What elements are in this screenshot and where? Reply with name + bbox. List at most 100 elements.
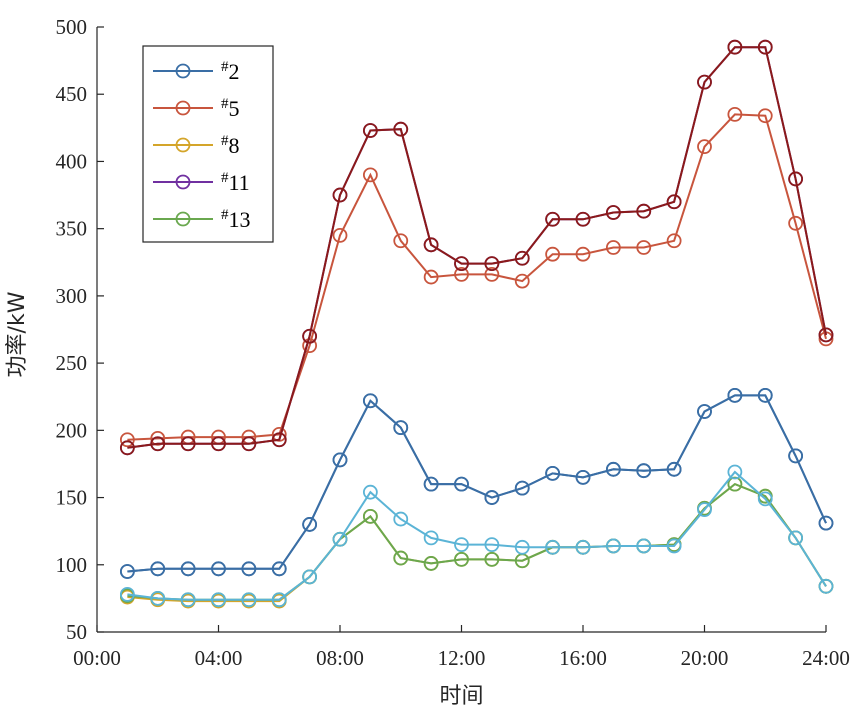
data-point <box>454 256 469 272</box>
legend-label-hash: # <box>221 96 229 112</box>
x-tick-label: 00:00 <box>73 646 121 670</box>
legend-item: #8 <box>153 133 240 158</box>
data-point <box>666 461 682 477</box>
data-point <box>636 463 652 479</box>
data-point <box>757 108 773 124</box>
data-point <box>727 39 743 55</box>
data-point <box>605 240 621 255</box>
data-point <box>666 538 682 554</box>
legend-marker <box>175 211 191 227</box>
data-point <box>484 490 500 505</box>
data-point <box>605 205 621 220</box>
data-point <box>757 491 773 507</box>
data-point <box>788 215 804 231</box>
data-point <box>484 256 500 272</box>
data-point <box>241 561 257 577</box>
legend-label: #11 <box>221 170 250 195</box>
legend-label-hash: # <box>221 207 229 223</box>
data-point <box>727 464 743 480</box>
series-4 <box>119 476 834 608</box>
data-point <box>393 121 409 137</box>
overlay-series-0 <box>119 39 834 456</box>
data-point <box>697 139 712 155</box>
data-point <box>423 476 439 492</box>
legend-label: #5 <box>221 96 240 121</box>
data-point <box>514 539 530 555</box>
data-point <box>454 552 469 567</box>
data-point <box>241 436 257 452</box>
data-point <box>119 440 135 456</box>
data-point <box>757 39 773 55</box>
data-point <box>393 550 409 566</box>
data-point <box>211 592 226 608</box>
x-tick-label: 12:00 <box>438 646 486 670</box>
data-point <box>788 171 804 187</box>
data-point <box>271 592 287 608</box>
data-point <box>727 106 743 122</box>
data-point <box>302 569 318 585</box>
x-tick-label: 20:00 <box>681 646 729 670</box>
data-point <box>302 517 318 532</box>
series-line <box>127 482 827 601</box>
y-tick-label: 400 <box>56 149 88 173</box>
legend-marker <box>175 63 191 79</box>
y-tick-label: 350 <box>56 217 88 241</box>
legend-label-text: 2 <box>229 59 240 84</box>
data-point <box>636 538 652 554</box>
series-2 <box>119 476 834 609</box>
y-tick-label: 500 <box>56 15 88 39</box>
legend-marker <box>175 174 191 190</box>
data-point <box>636 240 652 255</box>
data-point <box>605 538 621 554</box>
data-point <box>575 469 591 485</box>
y-tick-label: 250 <box>56 351 88 375</box>
legend: #2#5#8#11#13 <box>142 45 274 243</box>
data-point <box>302 328 318 344</box>
data-point <box>666 233 682 249</box>
data-point <box>454 537 469 553</box>
data-point <box>362 484 378 500</box>
legend-label-text: 11 <box>229 170 250 195</box>
data-point <box>180 561 196 577</box>
data-point <box>788 530 804 546</box>
series-line <box>127 482 827 603</box>
data-point <box>180 592 196 608</box>
data-point <box>362 123 378 138</box>
data-point <box>393 420 409 436</box>
legend-label: #2 <box>221 59 240 84</box>
data-point <box>332 187 348 203</box>
data-point <box>119 564 135 579</box>
legend-label-text: 8 <box>229 133 240 158</box>
legend-item: #2 <box>153 59 240 84</box>
data-point <box>119 586 135 602</box>
legend-label-hash: # <box>221 59 229 75</box>
x-tick-label: 08:00 <box>316 646 364 670</box>
overlay-series-1 <box>119 464 834 608</box>
data-point <box>818 327 834 343</box>
data-point <box>150 430 166 446</box>
data-point <box>514 250 530 266</box>
data-point <box>362 167 378 183</box>
data-point <box>332 227 348 243</box>
data-point <box>150 561 166 577</box>
y-tick-label: 100 <box>56 553 88 577</box>
legend-item: #5 <box>153 96 240 121</box>
data-point <box>332 531 348 547</box>
data-point <box>575 539 591 555</box>
data-point <box>757 387 773 403</box>
legend-marker <box>175 100 191 116</box>
x-axis-title: 时间 <box>439 684 483 709</box>
data-point <box>454 266 469 282</box>
data-point <box>362 393 378 409</box>
legend-label: #13 <box>221 207 251 232</box>
y-axis-title: 功率/kW <box>5 291 30 377</box>
data-point <box>423 556 439 571</box>
data-point <box>545 211 561 227</box>
legend-item: #11 <box>153 170 250 195</box>
data-point <box>271 432 287 448</box>
data-point <box>393 511 409 527</box>
legend-label: #8 <box>221 133 240 158</box>
data-point <box>514 480 530 496</box>
data-point <box>818 515 834 531</box>
